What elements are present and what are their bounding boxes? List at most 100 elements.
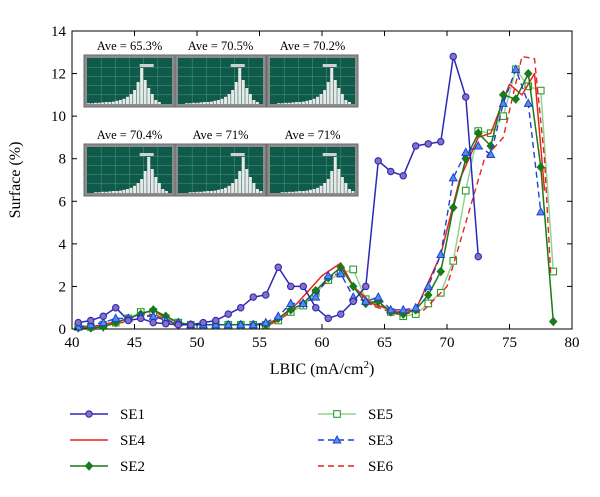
inset-histogram-bar (312, 98, 316, 104)
inset-label: Ave = 70.4% (97, 128, 163, 142)
data-point (248, 319, 258, 329)
inset-histogram-bar (220, 98, 224, 104)
legend-label: SE4 (120, 433, 146, 449)
inset-histogram-bar (118, 100, 122, 104)
data-point (86, 319, 96, 329)
inset-histogram-bar (87, 103, 91, 104)
inset-histogram-bar (136, 82, 140, 104)
inset-label: Ave = 71% (284, 128, 340, 142)
inset-histogram-bar (157, 183, 161, 193)
inset-histogram-bar (125, 96, 129, 104)
inset-histogram-bar (115, 191, 119, 193)
legend: SE1 SE4 SE2 SE5 SE3 SE6 (70, 407, 394, 475)
inset-histogram-bar (213, 190, 217, 193)
inset-histogram-bar (319, 185, 323, 193)
data-point (261, 317, 271, 327)
inset-label: Ave = 71% (192, 128, 248, 142)
inset-histogram-bar (101, 191, 105, 193)
data-point (436, 266, 446, 277)
inset-histogram-bar (161, 189, 165, 193)
y-tick-label: 8 (59, 152, 67, 168)
x-axis-title-close: ) (369, 361, 374, 378)
inset-histogram-bar (231, 90, 235, 104)
inset-histogram-bar (216, 189, 220, 193)
inset-histogram-bar (326, 179, 330, 193)
legend-label: SE1 (120, 407, 145, 423)
inset-label: Ave = 65.3% (97, 39, 163, 53)
inset-histogram-bar (319, 94, 323, 104)
inset-histogram-bar (224, 96, 228, 104)
data-point (112, 303, 120, 312)
x-tick-label: 75 (502, 335, 517, 351)
data-point (336, 310, 345, 318)
legend-item-se3: SE3 (318, 433, 393, 449)
inset-histogram-bar (206, 102, 210, 104)
inset-histogram-bar (347, 102, 351, 104)
inset-histogram-bar (252, 183, 256, 193)
data-point (87, 316, 95, 325)
inset-histogram-bar (312, 189, 316, 193)
legend-item-se2: SE2 (70, 459, 145, 475)
inset-histogram-bar (150, 94, 154, 104)
data-point (498, 98, 508, 107)
x-axis-title-main: LBIC (mA/cm (270, 361, 364, 378)
inset-histogram-bar (287, 191, 291, 193)
data-point (424, 140, 432, 148)
inset-histogram-bar (227, 185, 231, 193)
data-point (323, 270, 333, 280)
inset-histogram-bar (185, 103, 189, 104)
inset-histogram-bar (234, 82, 238, 104)
legend-item-se1: SE1 (70, 407, 145, 423)
data-point (349, 297, 357, 306)
x-tick-label: 50 (190, 335, 205, 351)
data-point (473, 140, 483, 150)
data-point (474, 252, 482, 261)
data-point (223, 319, 233, 329)
inset-legend-mark (322, 153, 337, 156)
data-point (486, 149, 496, 158)
inset-histogram-bar (101, 102, 105, 104)
data-point (436, 137, 445, 146)
inset-legend-mark (322, 64, 337, 67)
inset-histogram-bar (241, 157, 245, 193)
data-point (449, 52, 457, 61)
inset-histogram-bar (90, 103, 94, 104)
inset-histogram-bar (199, 102, 203, 104)
inset-histogram-bar (188, 103, 192, 104)
inset-histogram-bar (104, 102, 108, 104)
data-point (473, 128, 483, 138)
inset-histogram-bar (154, 100, 158, 104)
inset-histogram-bar (195, 102, 199, 104)
data-point (212, 316, 220, 325)
inset-histogram-bar (337, 169, 341, 193)
data-point (411, 142, 420, 150)
inset-histogram-bar (97, 192, 101, 193)
data-point (499, 112, 508, 120)
inset-histogram-bar (216, 100, 220, 104)
inset-histogram-bar (291, 102, 295, 104)
inset-histogram-bar (337, 88, 341, 104)
inset-histogram-bar (140, 179, 144, 193)
inset-histogram-bar (224, 187, 228, 193)
inset-histogram-bar (147, 157, 151, 193)
inset-histogram-bar (280, 103, 284, 104)
x-tick-label: 65 (377, 335, 392, 351)
data-point (73, 321, 83, 331)
data-point (224, 310, 233, 318)
inset-histogram-bar (326, 82, 330, 104)
data-point (333, 410, 341, 418)
inset-histogram-bar (255, 189, 259, 193)
inset-histogram-bar (298, 102, 302, 104)
data-point (332, 434, 342, 444)
x-tick-label: 60 (315, 335, 330, 351)
inset-images: Ave = 65.3% Ave = 70.5% Ave = 70.2% Ave = 7… (83, 39, 359, 197)
x-tick-label: 80 (565, 335, 580, 351)
y-tick-label: 14 (51, 24, 67, 40)
data-point (423, 281, 433, 290)
inset-histogram-bar (111, 191, 115, 193)
data-point (386, 167, 395, 176)
inset-histogram-bar (305, 190, 309, 193)
data-point (274, 263, 282, 272)
data-point (211, 319, 221, 329)
